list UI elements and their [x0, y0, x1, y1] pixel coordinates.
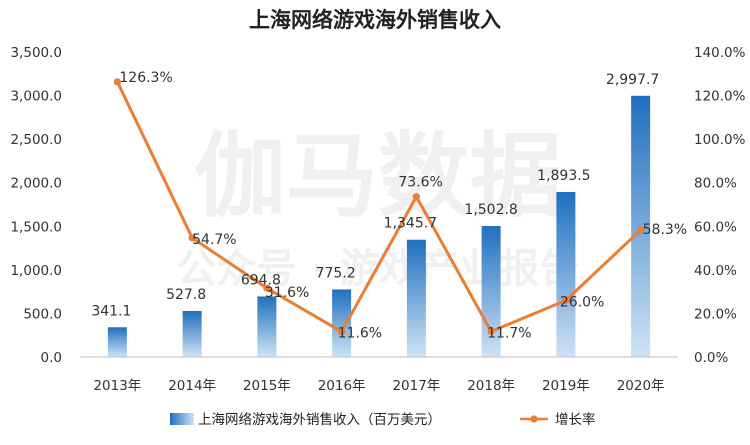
growth-rate-point-7 — [637, 226, 645, 234]
bar-value-label-0: 341.1 — [91, 303, 131, 319]
growth-rate-point-2 — [263, 284, 271, 292]
y-left-tick-3: 1,500.0 — [10, 219, 62, 235]
growth-rate-label-3: 11.6% — [338, 326, 382, 342]
y-right-tick-0: 0.0% — [694, 350, 728, 366]
x-tick-7: 2020年 — [617, 378, 665, 394]
y-left-tick-6: 3,000.0 — [10, 89, 62, 105]
bar-value-label-3: 775.2 — [316, 265, 356, 281]
growth-rate-point-1 — [188, 234, 196, 242]
y-right-tick-5: 100.0% — [694, 132, 746, 148]
growth-rate-label-1: 54.7% — [192, 232, 236, 248]
x-tick-6: 2019年 — [542, 378, 590, 394]
growth-rate-label-7: 58.3% — [643, 222, 687, 238]
x-tick-5: 2018年 — [467, 378, 515, 394]
growth-rate-label-4: 73.6% — [398, 175, 442, 191]
y-left-tick-5: 2,500.0 — [10, 132, 62, 148]
growth-rate-point-0 — [113, 78, 121, 86]
bar-1 — [182, 311, 202, 357]
bar-2 — [257, 296, 277, 357]
x-tick-3: 2016年 — [318, 378, 366, 394]
watermark-line1: 伽马数据 — [194, 123, 562, 230]
legend-bar-label: 上海网络游戏海外销售收入（百万美元） — [198, 412, 441, 428]
bar-3 — [332, 289, 352, 357]
bar-value-label-2: 694.8 — [241, 272, 281, 288]
y-left-tick-7: 3,500.0 — [10, 45, 62, 61]
bar-value-label-7: 2,997.7 — [606, 72, 659, 88]
y-left-tick-0: 0.0 — [41, 350, 62, 366]
y-right-tick-1: 20.0% — [694, 306, 737, 322]
y-right-tick-7: 140.0% — [694, 45, 746, 61]
y-right-tick-4: 80.0% — [694, 176, 737, 192]
legend-line-label: 增长率 — [555, 411, 596, 428]
growth-rate-point-3 — [338, 328, 346, 336]
growth-rate-point-4 — [412, 193, 420, 201]
bar-6 — [556, 191, 576, 357]
legend-line-marker — [530, 415, 538, 423]
bar-7 — [631, 95, 651, 358]
bar-value-label-1: 527.8 — [166, 287, 206, 303]
growth-rate-point-5 — [487, 327, 495, 336]
y-left-tick-1: 500.0 — [23, 306, 62, 322]
growth-rate-label-2: 31.6% — [265, 285, 309, 301]
bar-4 — [406, 239, 426, 357]
y-right-tick-2: 40.0% — [694, 263, 737, 279]
bar-0 — [107, 327, 127, 357]
y-right-tick-6: 120.0% — [694, 89, 746, 105]
legend-bar-swatch — [170, 413, 194, 425]
bar-value-label-6: 1,893.5 — [537, 168, 590, 184]
growth-rate-label-5: 11.7% — [487, 326, 531, 342]
growth-rate-label-0: 126.3% — [119, 70, 172, 86]
x-tick-1: 2014年 — [168, 378, 216, 394]
chart-title: 上海网络游戏海外销售收入 — [249, 8, 501, 32]
growth-rate-line — [116, 81, 642, 334]
y-left-tick-4: 2,000.0 — [10, 176, 62, 192]
x-tick-0: 2013年 — [93, 378, 141, 394]
growth-rate-label-6: 26.0% — [560, 294, 604, 310]
y-left-tick-2: 1,000.0 — [10, 263, 62, 279]
x-tick-2: 2015年 — [243, 378, 291, 394]
y-right-tick-3: 60.0% — [694, 219, 737, 235]
legend: 上海网络游戏海外销售收入（百万美元） 增长率 — [170, 411, 596, 428]
bar-value-label-5: 1,502.8 — [464, 202, 517, 218]
bar-value-label-4: 1,345.7 — [384, 216, 437, 232]
growth-rate-point-6 — [562, 296, 570, 304]
x-tick-4: 2017年 — [392, 378, 440, 394]
